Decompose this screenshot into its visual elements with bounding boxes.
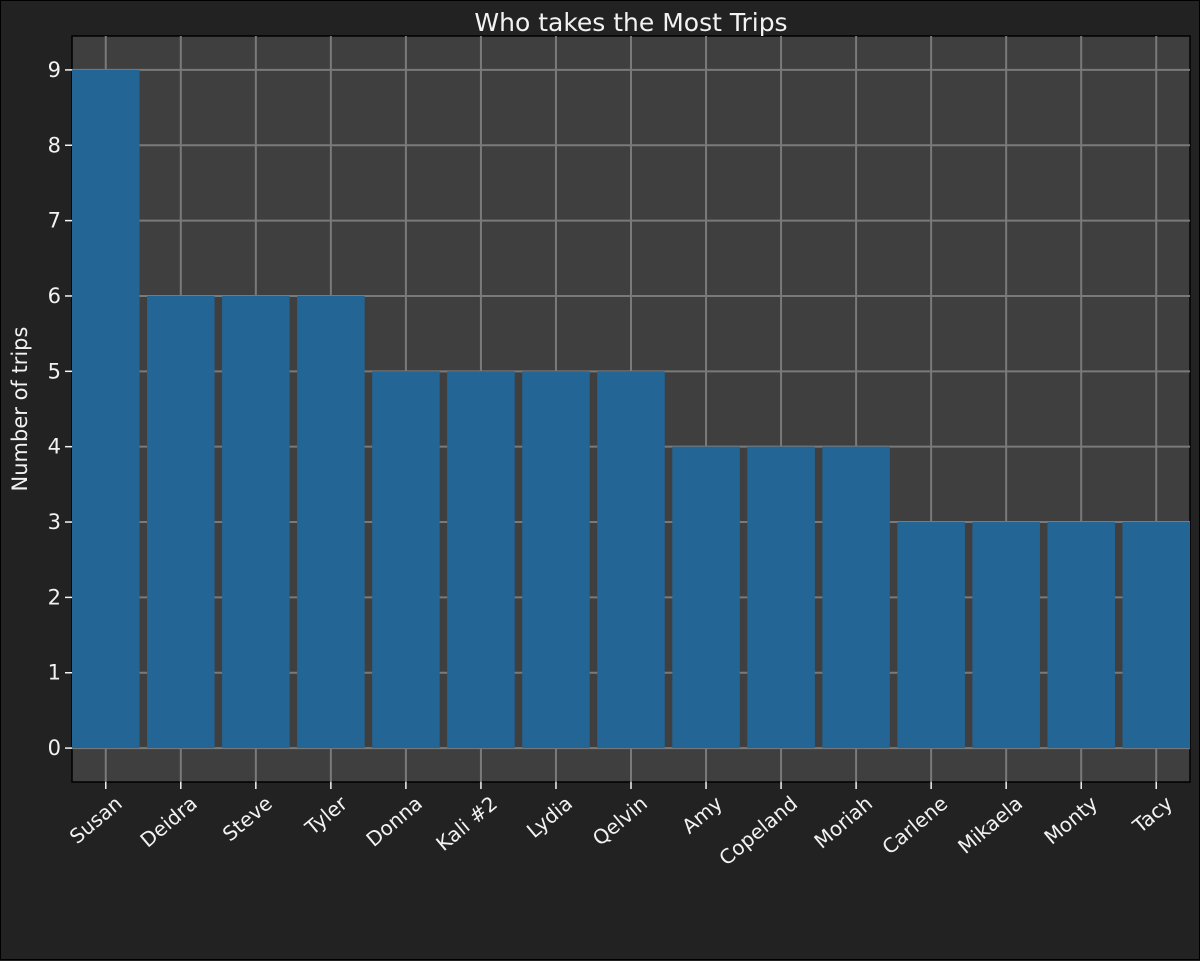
bar-monty — [1047, 522, 1115, 749]
bar-mikaela — [972, 522, 1040, 749]
x-tick-label: Copeland — [714, 791, 802, 870]
bar-kali-2 — [447, 371, 515, 749]
x-tick-label: Tyler — [300, 791, 353, 841]
y-axis-ticks: 0 1 2 3 4 5 6 7 8 9 — [48, 58, 72, 760]
x-tick-label: Steve — [218, 791, 277, 846]
bar-lydia — [522, 371, 590, 749]
x-tick-label: Moriah — [809, 791, 877, 853]
y-axis-label: Number of trips — [8, 327, 32, 492]
x-tick-label: Lydia — [522, 791, 577, 843]
bar-amy — [672, 446, 740, 749]
y-tick-label: 2 — [48, 585, 61, 609]
x-tick-label: Kali #2 — [431, 791, 502, 856]
y-tick-label: 7 — [48, 209, 61, 233]
bar-tacy — [1122, 522, 1190, 749]
bar-copeland — [747, 446, 815, 749]
y-tick-label: 3 — [48, 510, 61, 534]
bar-deidra — [147, 295, 215, 749]
bar-qelvin — [597, 371, 665, 749]
y-tick-label: 5 — [48, 359, 61, 383]
chart-title: Who takes the Most Trips — [474, 8, 787, 37]
x-tick-label: Donna — [361, 791, 426, 851]
bar-donna — [372, 371, 440, 749]
bar-moriah — [822, 446, 890, 749]
x-axis-ticks: Susan Deidra Steve Tyler Donna Kali #2 Lydia Qe… — [65, 782, 1177, 870]
x-tick-label: Deidra — [135, 791, 201, 852]
bars — [72, 69, 1190, 749]
x-tick-label: Carlene — [877, 791, 952, 859]
x-tick-label: Mikaela — [953, 791, 1027, 859]
x-tick-label: Amy — [677, 791, 727, 838]
bar-carlene — [897, 522, 965, 749]
y-tick-label: 6 — [48, 284, 61, 308]
y-tick-label: 0 — [48, 736, 61, 760]
bar-tyler — [297, 295, 365, 749]
bar-steve — [222, 295, 290, 749]
x-tick-label: Qelvin — [588, 791, 652, 850]
x-tick-label: Tacy — [1127, 791, 1177, 838]
y-tick-label: 4 — [48, 435, 61, 459]
x-tick-label: Susan — [65, 791, 127, 848]
y-tick-label: 9 — [48, 58, 61, 82]
bar-susan — [72, 69, 140, 749]
y-tick-label: 8 — [48, 133, 61, 157]
y-tick-label: 1 — [48, 661, 61, 685]
x-tick-label: Monty — [1039, 791, 1102, 849]
